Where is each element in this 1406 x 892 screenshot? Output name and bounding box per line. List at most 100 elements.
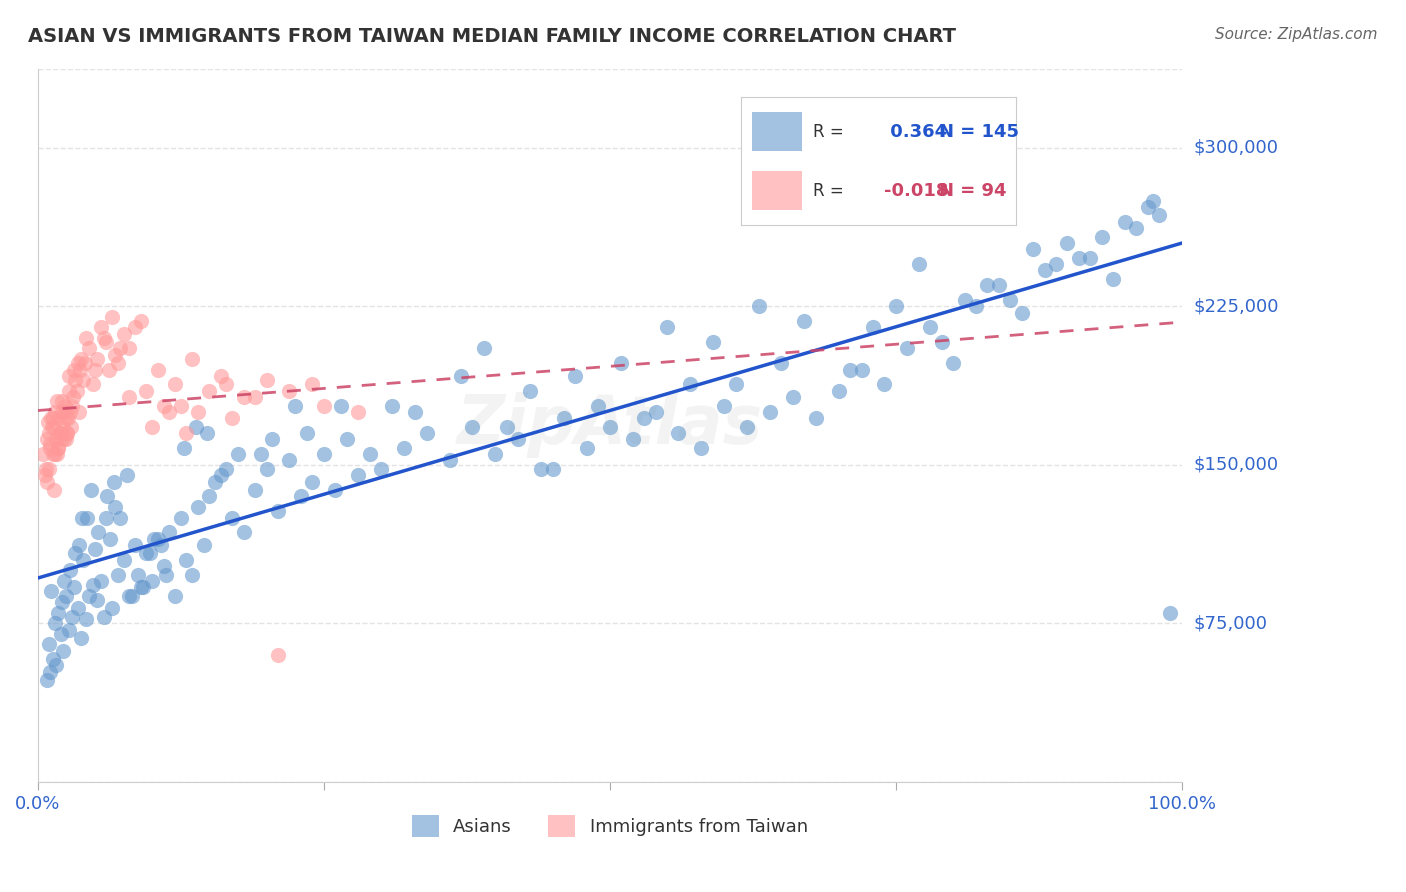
Point xyxy=(530,462,553,476)
Point xyxy=(215,377,238,392)
Point xyxy=(262,433,284,447)
Point xyxy=(1114,215,1136,229)
Point xyxy=(170,399,193,413)
Point xyxy=(472,342,495,356)
Point xyxy=(655,320,678,334)
Point xyxy=(564,368,586,383)
Point xyxy=(181,352,204,367)
Point xyxy=(124,538,146,552)
Point xyxy=(51,394,73,409)
Point xyxy=(42,411,65,425)
Point xyxy=(70,631,93,645)
Point xyxy=(107,567,129,582)
Point xyxy=(141,574,163,588)
Point xyxy=(770,356,793,370)
Point xyxy=(1091,229,1114,244)
Point xyxy=(256,373,278,387)
Point xyxy=(32,447,55,461)
Point xyxy=(851,362,873,376)
Point xyxy=(53,399,76,413)
Point xyxy=(204,475,226,489)
Point xyxy=(1147,208,1170,222)
Point xyxy=(76,510,98,524)
Point xyxy=(112,553,135,567)
Point xyxy=(173,441,195,455)
Text: $300,000: $300,000 xyxy=(1194,139,1278,157)
Point xyxy=(987,278,1010,293)
Point xyxy=(132,580,155,594)
Point xyxy=(713,399,735,413)
Point xyxy=(392,441,415,455)
Point xyxy=(1136,200,1159,214)
Point xyxy=(198,384,221,398)
Point xyxy=(53,405,76,419)
Point xyxy=(66,356,89,370)
Point xyxy=(39,441,62,455)
Point xyxy=(65,373,87,387)
Point xyxy=(170,510,193,524)
Point xyxy=(59,419,82,434)
Point xyxy=(48,411,70,425)
Point xyxy=(198,490,221,504)
Point xyxy=(146,362,169,376)
Point xyxy=(52,643,75,657)
Point xyxy=(839,362,862,376)
Point xyxy=(920,320,942,334)
Point xyxy=(1102,272,1125,286)
Point xyxy=(72,553,94,567)
Text: $225,000: $225,000 xyxy=(1194,297,1278,315)
Point xyxy=(141,419,163,434)
Point xyxy=(519,384,541,398)
Point xyxy=(284,399,307,413)
Point xyxy=(72,510,94,524)
Point xyxy=(163,589,186,603)
Point xyxy=(976,278,998,293)
Point xyxy=(896,342,918,356)
Point xyxy=(90,320,112,334)
Point xyxy=(416,425,439,440)
Point xyxy=(59,563,82,577)
Point xyxy=(508,433,530,447)
Point xyxy=(187,500,209,514)
Point xyxy=(232,390,254,404)
Point xyxy=(347,468,370,483)
Point xyxy=(347,405,370,419)
Point xyxy=(221,411,243,425)
Point xyxy=(621,433,644,447)
Point xyxy=(115,468,138,483)
Point xyxy=(118,342,141,356)
Point xyxy=(108,342,131,356)
Point xyxy=(96,335,118,350)
Point xyxy=(82,377,104,392)
Point xyxy=(184,419,207,434)
Point xyxy=(312,447,335,461)
Point xyxy=(103,475,125,489)
Point xyxy=(1000,293,1022,307)
Point xyxy=(62,390,84,404)
Point xyxy=(232,525,254,540)
Point xyxy=(72,373,94,387)
Point xyxy=(49,433,72,447)
Point xyxy=(104,500,127,514)
Point xyxy=(77,342,100,356)
Point xyxy=(35,433,58,447)
Point xyxy=(45,433,67,447)
Point xyxy=(690,441,713,455)
Point xyxy=(295,425,318,440)
Point xyxy=(782,390,804,404)
Point xyxy=(98,532,121,546)
Point xyxy=(965,299,987,313)
Point xyxy=(495,419,517,434)
Point xyxy=(56,425,79,440)
Point xyxy=(187,405,209,419)
Point xyxy=(1056,235,1078,250)
Point xyxy=(118,589,141,603)
Point xyxy=(267,648,290,662)
Point xyxy=(748,299,770,313)
Point xyxy=(58,384,80,398)
Point xyxy=(931,335,953,350)
Point xyxy=(41,652,63,666)
Point xyxy=(215,462,238,476)
Point xyxy=(34,468,56,483)
Point xyxy=(827,384,849,398)
